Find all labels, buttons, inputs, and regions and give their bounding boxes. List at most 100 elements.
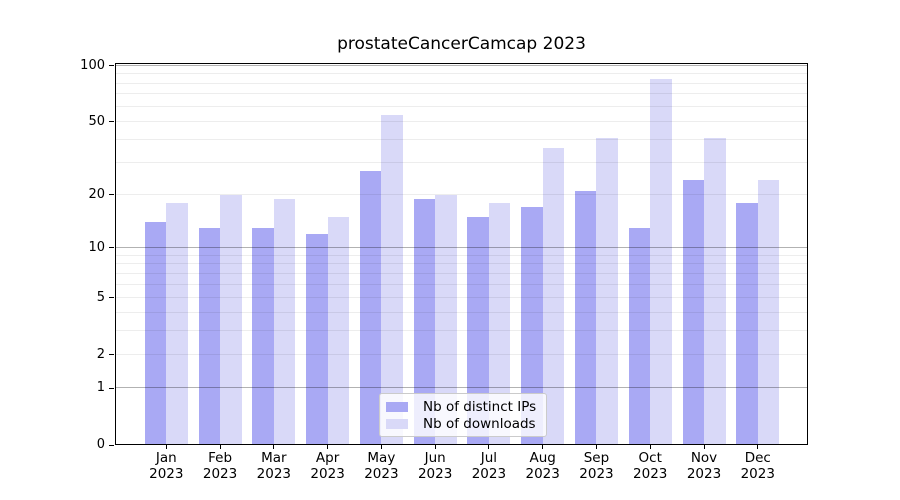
legend: Nb of distinct IPs Nb of downloads <box>379 393 548 437</box>
plot-inner <box>116 64 807 444</box>
bar-distinct-ips-oct <box>628 227 651 444</box>
x-tick-month: Oct <box>638 450 662 466</box>
bar-downloads-jan <box>166 202 188 444</box>
x-tick-mark <box>327 445 329 449</box>
bar-distinct-ips-apr <box>306 234 328 444</box>
x-tick-month: Sep <box>583 450 610 466</box>
x-tick-year: 2023 <box>256 465 291 482</box>
minor-gridline <box>116 161 807 163</box>
bar-downloads-sep <box>596 137 618 444</box>
x-tick-label-may: May 2023 <box>349 450 413 482</box>
minor-gridline <box>116 193 807 195</box>
x-tick-label-sep: Sep 2023 <box>564 450 628 482</box>
x-tick-year: 2023 <box>149 465 184 482</box>
y-tick-mark <box>109 194 114 196</box>
x-tick-year: 2023 <box>364 465 399 482</box>
x-tick-label-mar: Mar 2023 <box>242 450 306 482</box>
x-tick-month: Aug <box>529 450 556 466</box>
x-tick-label-feb: Feb 2023 <box>188 450 252 482</box>
x-tick-month: Jan <box>155 450 177 466</box>
y-tick-label: 10 <box>88 239 105 255</box>
minor-gridline <box>116 105 807 107</box>
x-tick-mark <box>649 445 651 449</box>
y-tick-mark <box>109 247 114 249</box>
major-gridline <box>116 64 807 66</box>
minor-gridline <box>116 254 807 256</box>
minor-gridline <box>116 296 807 298</box>
bar-distinct-ips-mar <box>252 227 274 444</box>
y-tick-mark <box>109 444 114 446</box>
y-tick-mark <box>109 65 114 66</box>
plot-area: Nb of distinct IPs Nb of downloads <box>115 63 808 445</box>
x-tick-month: Jul <box>480 450 498 466</box>
bar-distinct-ips-jan <box>144 222 167 444</box>
y-tick-mark <box>109 387 114 389</box>
minor-gridline <box>116 330 807 331</box>
x-tick-year: 2023 <box>471 465 507 482</box>
x-tick-mark <box>757 445 759 449</box>
x-tick-year: 2023 <box>633 465 668 482</box>
legend-swatch-distinct-ips <box>386 401 408 412</box>
minor-gridline <box>116 273 807 274</box>
legend-label-downloads: Nb of downloads <box>423 415 536 432</box>
x-tick-mark <box>434 445 436 449</box>
x-tick-mark <box>488 445 490 449</box>
bar-downloads-may <box>381 115 403 444</box>
y-tick-mark <box>109 121 114 123</box>
minor-gridline <box>116 263 807 265</box>
minor-gridline <box>116 120 807 122</box>
y-tick-label: 50 <box>88 113 105 129</box>
x-tick-label-oct: Oct 2023 <box>618 450 682 482</box>
x-tick-year: 2023 <box>310 465 345 482</box>
x-tick-month: Mar <box>261 450 287 466</box>
major-gridline <box>116 246 807 248</box>
bar-downloads-jul <box>488 202 511 444</box>
minor-gridline <box>116 353 807 355</box>
y-tick-label: 100 <box>80 57 105 73</box>
x-tick-month: Nov <box>690 450 718 466</box>
major-gridline <box>116 387 807 388</box>
x-tick-mark <box>380 445 382 449</box>
x-tick-year: 2023 <box>417 465 453 482</box>
x-tick-month: Feb <box>208 450 233 466</box>
x-tick-month: Dec <box>744 450 771 466</box>
bar-downloads-oct <box>650 78 672 444</box>
x-tick-label-nov: Nov 2023 <box>672 450 736 482</box>
minor-gridline <box>116 138 807 140</box>
chart-title: prostateCancerCamcap 2023 <box>337 34 586 54</box>
y-tick-label: 0 <box>96 437 105 452</box>
x-tick-year: 2023 <box>686 465 722 482</box>
bar-distinct-ips-feb <box>198 227 221 444</box>
minor-gridline <box>116 283 807 285</box>
minor-gridline <box>116 311 807 313</box>
x-tick-label-apr: Apr 2023 <box>296 450 360 482</box>
x-tick-label-aug: Aug 2023 <box>511 450 575 482</box>
bar-distinct-ips-jun <box>413 198 436 444</box>
bar-distinct-ips-may <box>359 170 382 444</box>
bar-distinct-ips-jul <box>467 217 489 444</box>
minor-gridline <box>116 93 807 95</box>
bar-downloads-dec <box>757 180 780 444</box>
y-tick-label: 1 <box>96 380 105 395</box>
legend-item-distinct-ips: Nb of distinct IPs <box>386 398 536 415</box>
x-tick-mark <box>273 445 275 449</box>
x-tick-label-dec: Dec 2023 <box>726 450 790 482</box>
y-tick-mark <box>109 297 114 299</box>
y-tick-label: 5 <box>96 289 105 305</box>
bar-downloads-jun <box>435 194 457 444</box>
y-tick-label: 20 <box>88 186 105 202</box>
minor-gridline <box>116 82 807 84</box>
x-tick-year: 2023 <box>740 465 775 482</box>
y-tick-label: 2 <box>96 346 105 362</box>
minor-gridline <box>116 73 807 75</box>
bar-distinct-ips-aug <box>521 207 543 444</box>
bar-downloads-mar <box>273 198 296 444</box>
x-tick-year: 2023 <box>579 465 614 482</box>
bar-distinct-ips-nov <box>682 180 704 444</box>
y-tick-mark <box>109 354 114 356</box>
bar-downloads-feb <box>220 194 242 444</box>
x-tick-month: May <box>367 450 396 466</box>
x-tick-mark <box>703 445 705 449</box>
x-tick-month: Jun <box>424 450 446 466</box>
